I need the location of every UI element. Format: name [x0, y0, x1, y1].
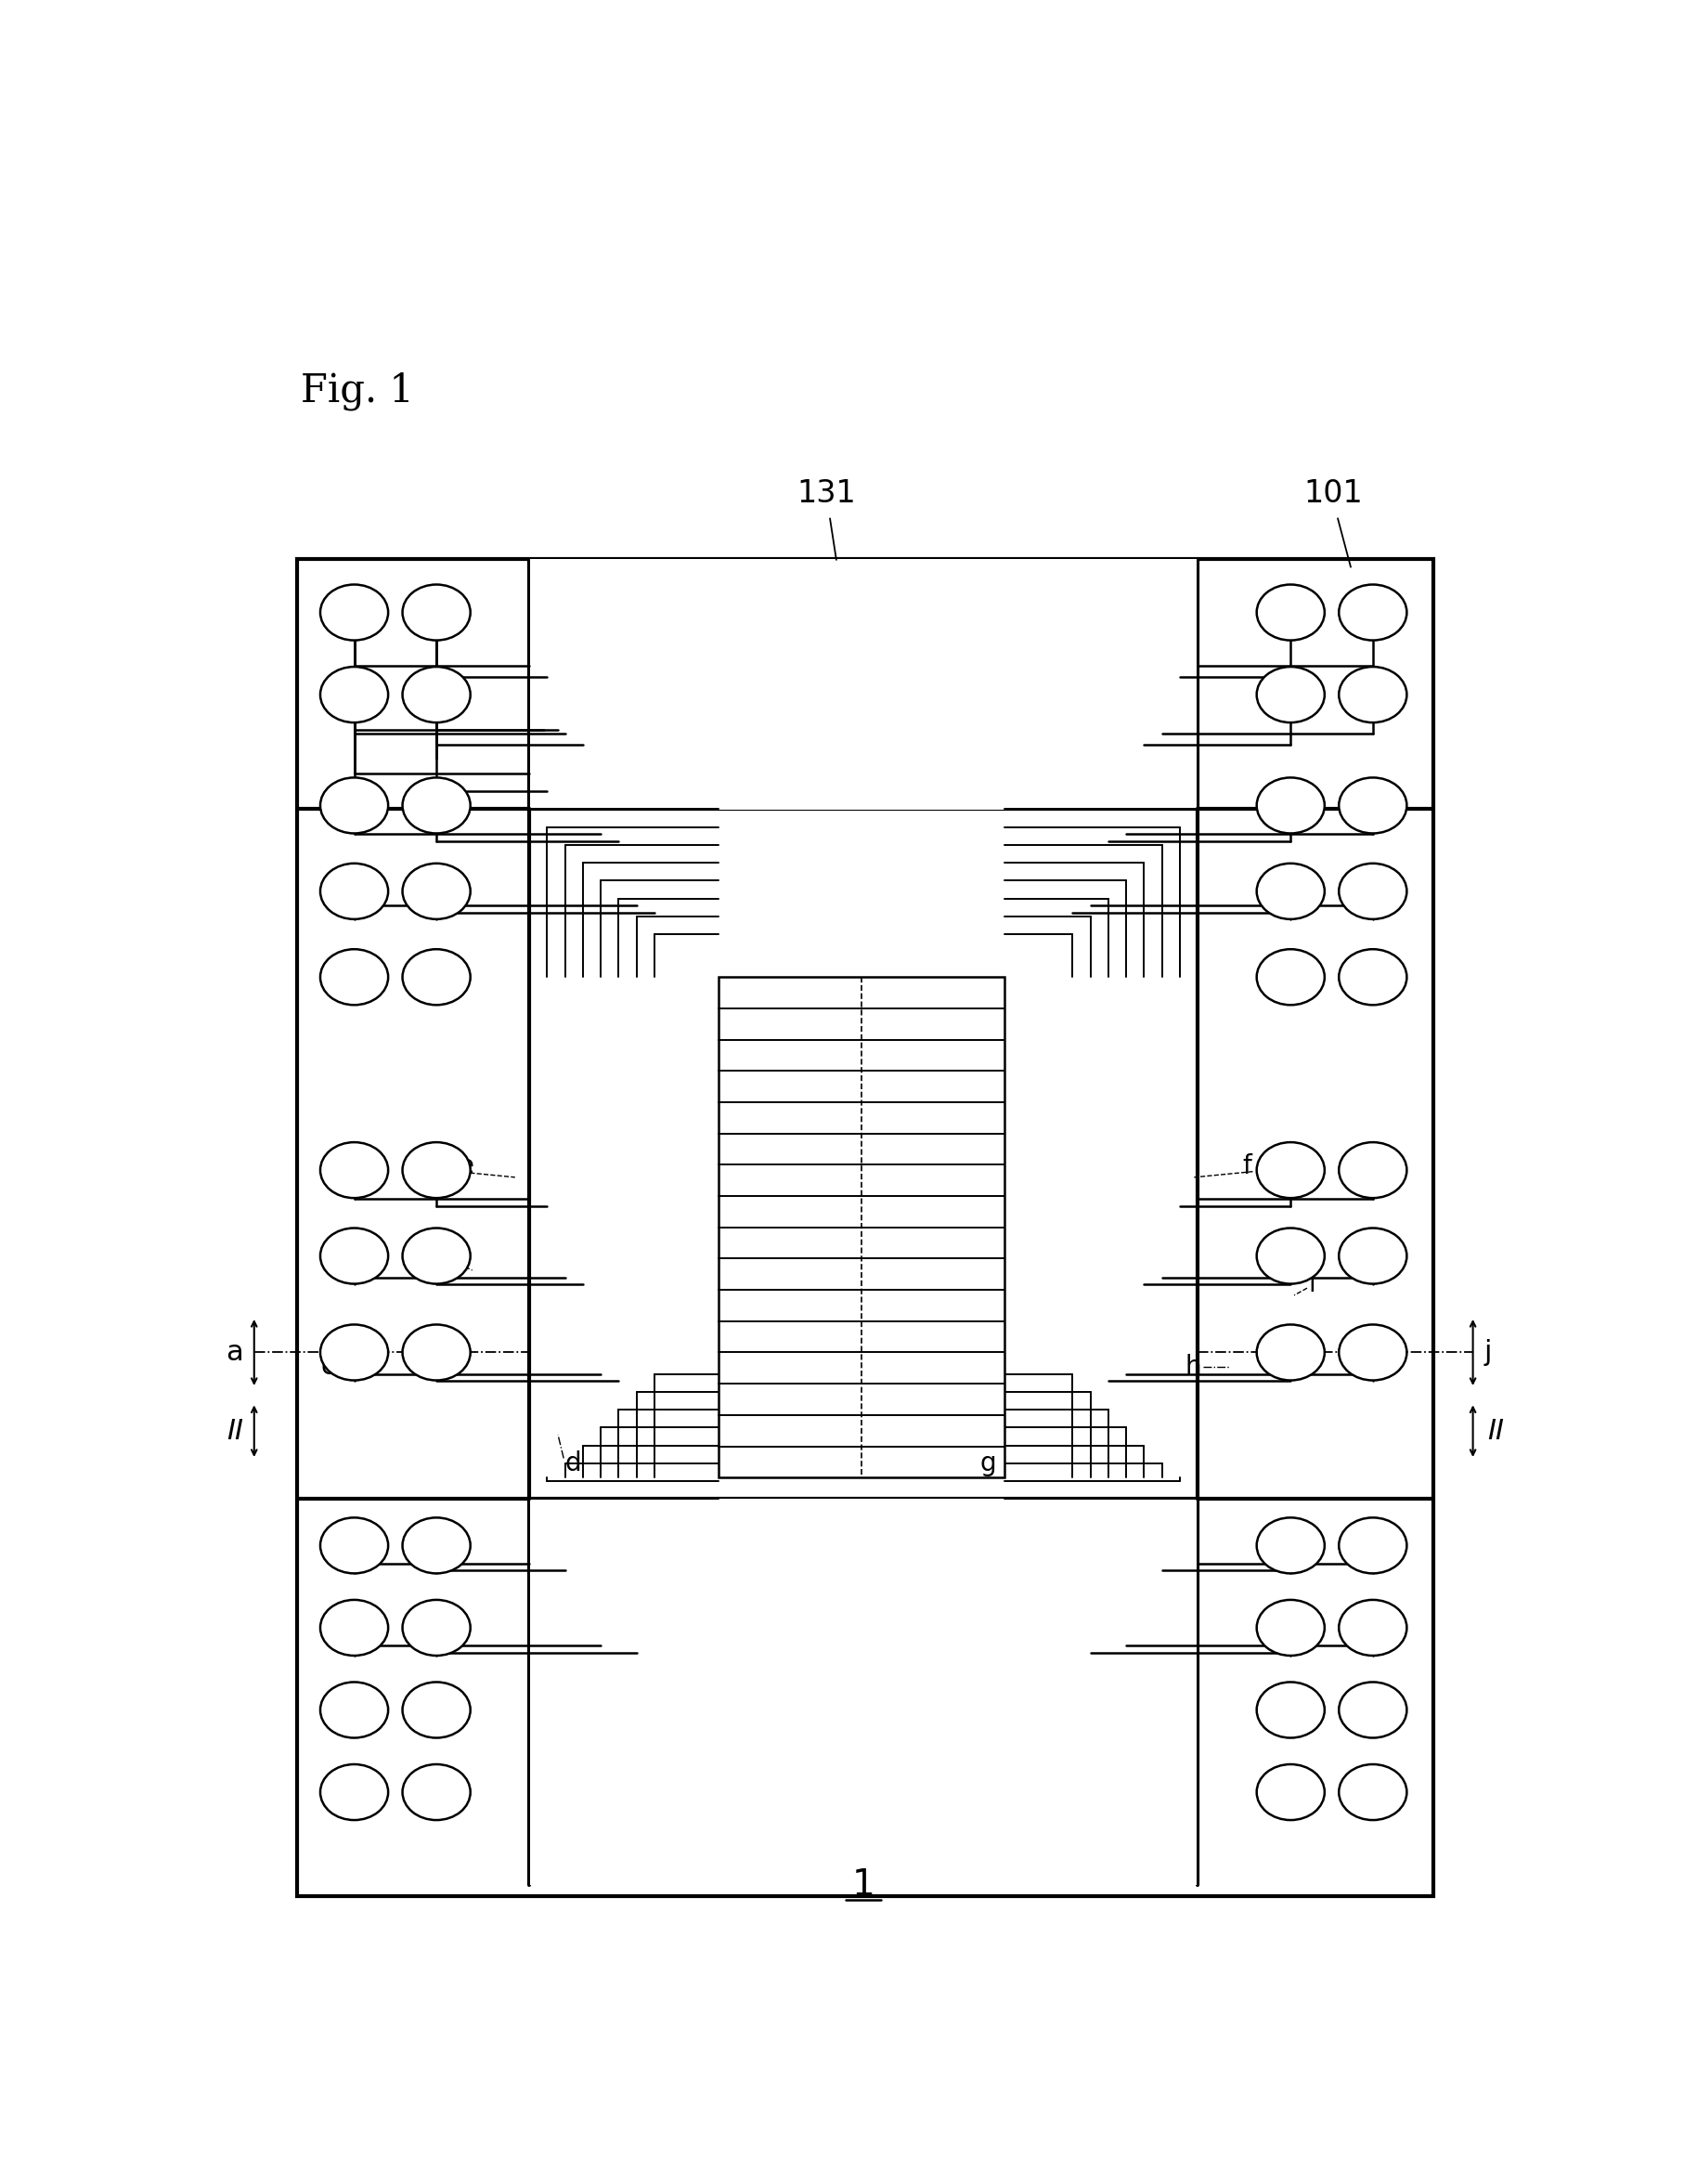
Bar: [530, 1498, 1196, 1885]
Ellipse shape: [1339, 1682, 1406, 1738]
Text: 101: 101: [1303, 478, 1362, 509]
Ellipse shape: [1339, 1518, 1406, 1572]
Ellipse shape: [1339, 666, 1406, 723]
Ellipse shape: [1256, 666, 1324, 723]
Text: i: i: [1308, 1271, 1315, 1297]
Ellipse shape: [402, 1765, 470, 1819]
Ellipse shape: [402, 666, 470, 723]
Text: f: f: [1241, 1153, 1251, 1179]
Ellipse shape: [1339, 1765, 1406, 1819]
Ellipse shape: [320, 950, 387, 1005]
Ellipse shape: [402, 1142, 470, 1199]
Ellipse shape: [402, 863, 470, 919]
Ellipse shape: [1339, 778, 1406, 834]
Text: a: a: [226, 1339, 242, 1365]
Ellipse shape: [320, 1518, 387, 1572]
Ellipse shape: [320, 1324, 387, 1380]
Ellipse shape: [320, 1142, 387, 1199]
Ellipse shape: [1339, 1601, 1406, 1655]
Ellipse shape: [1256, 950, 1324, 1005]
Ellipse shape: [402, 950, 470, 1005]
Ellipse shape: [402, 1324, 470, 1380]
Ellipse shape: [1339, 585, 1406, 640]
Ellipse shape: [1339, 1324, 1406, 1380]
Ellipse shape: [1256, 1518, 1324, 1572]
Ellipse shape: [1256, 1601, 1324, 1655]
Ellipse shape: [1339, 863, 1406, 919]
Ellipse shape: [1339, 1227, 1406, 1284]
Ellipse shape: [1256, 1142, 1324, 1199]
Text: e: e: [458, 1153, 473, 1179]
Text: II: II: [227, 1417, 242, 1444]
Text: d: d: [564, 1450, 581, 1476]
Ellipse shape: [320, 1682, 387, 1738]
Ellipse shape: [1256, 1682, 1324, 1738]
Bar: [719, 976, 1004, 1479]
Ellipse shape: [402, 1518, 470, 1572]
Bar: [296, 559, 1433, 1896]
Ellipse shape: [402, 1227, 470, 1284]
Ellipse shape: [1339, 1142, 1406, 1199]
Ellipse shape: [1339, 950, 1406, 1005]
Ellipse shape: [1256, 1765, 1324, 1819]
Ellipse shape: [320, 666, 387, 723]
Ellipse shape: [1256, 1324, 1324, 1380]
Text: b: b: [455, 1243, 470, 1269]
Ellipse shape: [320, 863, 387, 919]
Ellipse shape: [1256, 1227, 1324, 1284]
Ellipse shape: [402, 585, 470, 640]
Text: h: h: [1184, 1354, 1201, 1380]
Text: j: j: [1484, 1339, 1490, 1365]
Ellipse shape: [402, 1682, 470, 1738]
Ellipse shape: [1256, 863, 1324, 919]
Ellipse shape: [402, 1601, 470, 1655]
Ellipse shape: [320, 1765, 387, 1819]
Text: c: c: [320, 1354, 335, 1380]
Text: 1: 1: [850, 1867, 874, 1902]
Text: Fig. 1: Fig. 1: [300, 371, 413, 411]
Ellipse shape: [1256, 585, 1324, 640]
Text: g: g: [978, 1450, 995, 1476]
Ellipse shape: [1256, 778, 1324, 834]
Ellipse shape: [402, 778, 470, 834]
Ellipse shape: [320, 585, 387, 640]
Ellipse shape: [320, 1601, 387, 1655]
Bar: [530, 559, 1196, 810]
Text: 131: 131: [797, 478, 855, 509]
Ellipse shape: [320, 1227, 387, 1284]
Ellipse shape: [320, 778, 387, 834]
Text: II: II: [1487, 1417, 1504, 1444]
